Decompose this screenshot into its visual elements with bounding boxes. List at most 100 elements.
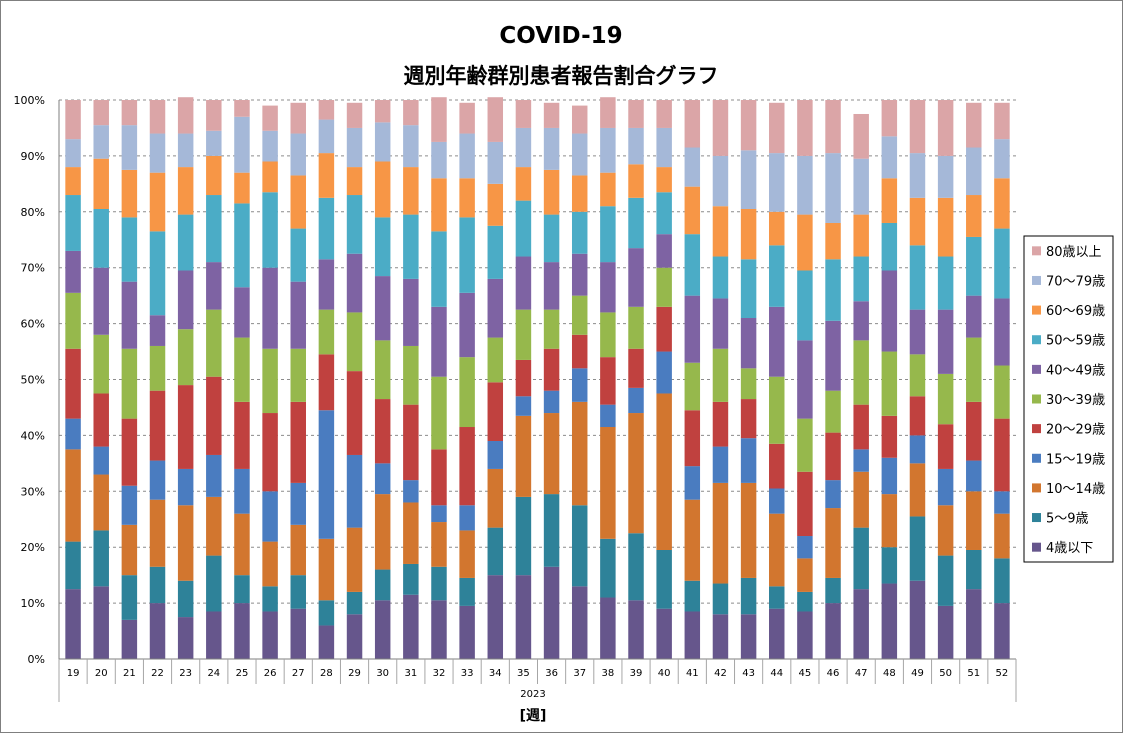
bar-segment — [121, 348, 138, 419]
bar-segment — [177, 617, 194, 659]
bar-segment — [318, 625, 335, 659]
bar-segment — [121, 169, 138, 218]
bar-segment — [346, 195, 363, 254]
bar-segment — [177, 385, 194, 469]
bar-segment — [769, 608, 785, 659]
x-tick-label: 19 — [67, 668, 80, 679]
bar-segment — [93, 586, 109, 659]
legend-swatch — [1032, 542, 1041, 552]
bar-segment — [797, 155, 813, 215]
bar-segment — [571, 211, 588, 254]
bar-segment — [571, 295, 588, 335]
bar-segment — [374, 122, 391, 162]
bar-segment — [937, 155, 954, 198]
y-tick-label: 20% — [21, 541, 45, 554]
bar-segment — [543, 169, 560, 215]
bar-segment — [937, 505, 954, 556]
bar-segment — [234, 603, 250, 659]
bar-segment — [600, 538, 616, 598]
bar-segment — [93, 334, 109, 394]
bar-segment — [93, 209, 109, 268]
bar-segment — [346, 312, 363, 372]
bar-segment — [206, 309, 222, 377]
bar-segment — [994, 365, 1010, 419]
bar-segment — [177, 133, 194, 168]
x-tick-label: 34 — [489, 668, 502, 679]
x-tick-label: 24 — [207, 668, 220, 679]
bar-segment — [966, 147, 982, 196]
bar-segment — [740, 100, 757, 151]
x-tick-label: 48 — [883, 668, 896, 679]
bar-segment — [909, 100, 926, 154]
x-tick-label: 21 — [123, 668, 136, 679]
bar-segment — [93, 530, 109, 587]
chart-title: COVID-19 — [499, 23, 622, 49]
bar-segment — [994, 178, 1010, 229]
bar-segment — [909, 516, 926, 581]
bar-segment — [459, 178, 475, 218]
axes — [58, 100, 1017, 702]
bar-segment — [684, 362, 701, 411]
bar-segment — [487, 97, 504, 142]
bar-segment — [318, 354, 335, 411]
legend-swatch — [1032, 364, 1041, 374]
bar-segment — [628, 197, 644, 249]
bar-segment — [487, 527, 504, 576]
bar-segment — [853, 256, 869, 302]
bar-segment — [769, 245, 785, 307]
bar-segment — [740, 399, 757, 439]
bar-segment — [937, 197, 954, 257]
bar-segment — [966, 295, 982, 338]
bar-segment — [853, 301, 869, 341]
bar-segment — [149, 603, 166, 659]
bar-segment — [600, 127, 616, 173]
bar-segment — [206, 376, 222, 455]
bar-segment — [543, 262, 560, 310]
bar-segment — [656, 234, 672, 268]
bar-segment — [881, 351, 898, 416]
x-tick-label: 22 — [151, 668, 164, 679]
bar-segment — [459, 217, 475, 293]
x-tick-label: 45 — [799, 668, 812, 679]
bar-segment — [825, 222, 841, 260]
bar-segment — [628, 248, 644, 307]
bar-segment — [431, 522, 447, 567]
bar-segment — [177, 580, 194, 618]
bar-segment — [966, 550, 982, 590]
bar-segment — [769, 376, 785, 444]
bar-segment — [797, 214, 813, 271]
bar-segment — [374, 494, 391, 570]
bar-segment — [234, 337, 250, 402]
bar-segment — [346, 167, 363, 196]
bar-segment — [712, 100, 729, 156]
bar-segment — [262, 192, 278, 268]
bar-segment — [459, 292, 475, 358]
bar-segment — [937, 373, 954, 425]
legend: 80歳以上 70〜79歳 60〜69歳 50〜59歳 40〜49歳 30〜39歳 20〜29… — [1023, 235, 1114, 563]
bar-segment — [628, 533, 644, 601]
x-tick-label: 28 — [320, 668, 333, 679]
y-tick-label: 100% — [14, 94, 45, 107]
bar-segment — [487, 440, 504, 469]
bar-segment — [909, 580, 926, 659]
bar-segment — [93, 125, 109, 159]
legend-label: 4歳以下 — [1046, 541, 1093, 556]
bar-segment — [206, 130, 222, 156]
bar-segment — [909, 354, 926, 397]
bar-segment — [740, 482, 757, 578]
bar-segment — [937, 555, 954, 606]
bar-segment — [403, 278, 419, 346]
bar-segment — [515, 359, 532, 397]
bar-segment — [206, 555, 222, 612]
y-tick-label: 30% — [21, 485, 45, 498]
bar-segment — [177, 505, 194, 581]
bar-segment — [881, 270, 898, 352]
bar-segment — [431, 141, 447, 179]
legend-swatch — [1032, 483, 1041, 493]
x-tick-label: 46 — [827, 668, 840, 679]
bar-segment — [656, 192, 672, 235]
bar-segment — [318, 197, 335, 260]
y-tick-label: 40% — [21, 429, 45, 442]
bar-segment — [403, 167, 419, 215]
bar-segment — [318, 538, 335, 601]
